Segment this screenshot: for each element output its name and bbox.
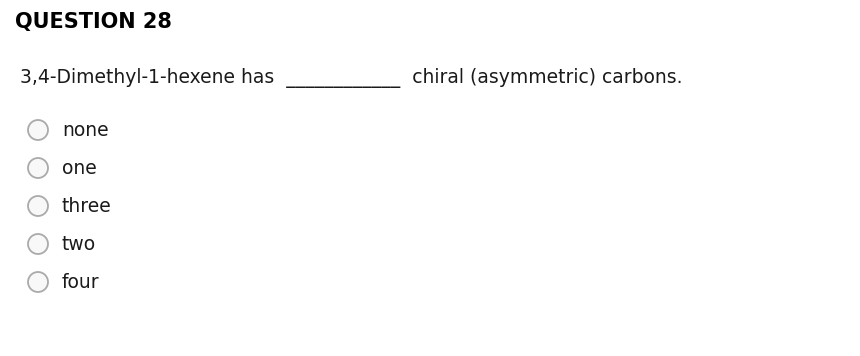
Text: three: three: [62, 197, 112, 215]
Ellipse shape: [28, 196, 48, 216]
Ellipse shape: [28, 272, 48, 292]
Text: one: one: [62, 158, 96, 178]
Text: two: two: [62, 235, 96, 253]
Ellipse shape: [28, 234, 48, 254]
Text: none: none: [62, 120, 108, 140]
Ellipse shape: [28, 158, 48, 178]
Ellipse shape: [28, 120, 48, 140]
Text: four: four: [62, 272, 100, 292]
Text: 3,4-Dimethyl-1-hexene has  ____________  chiral (asymmetric) carbons.: 3,4-Dimethyl-1-hexene has ____________ c…: [20, 68, 683, 88]
Text: QUESTION 28: QUESTION 28: [15, 12, 172, 32]
